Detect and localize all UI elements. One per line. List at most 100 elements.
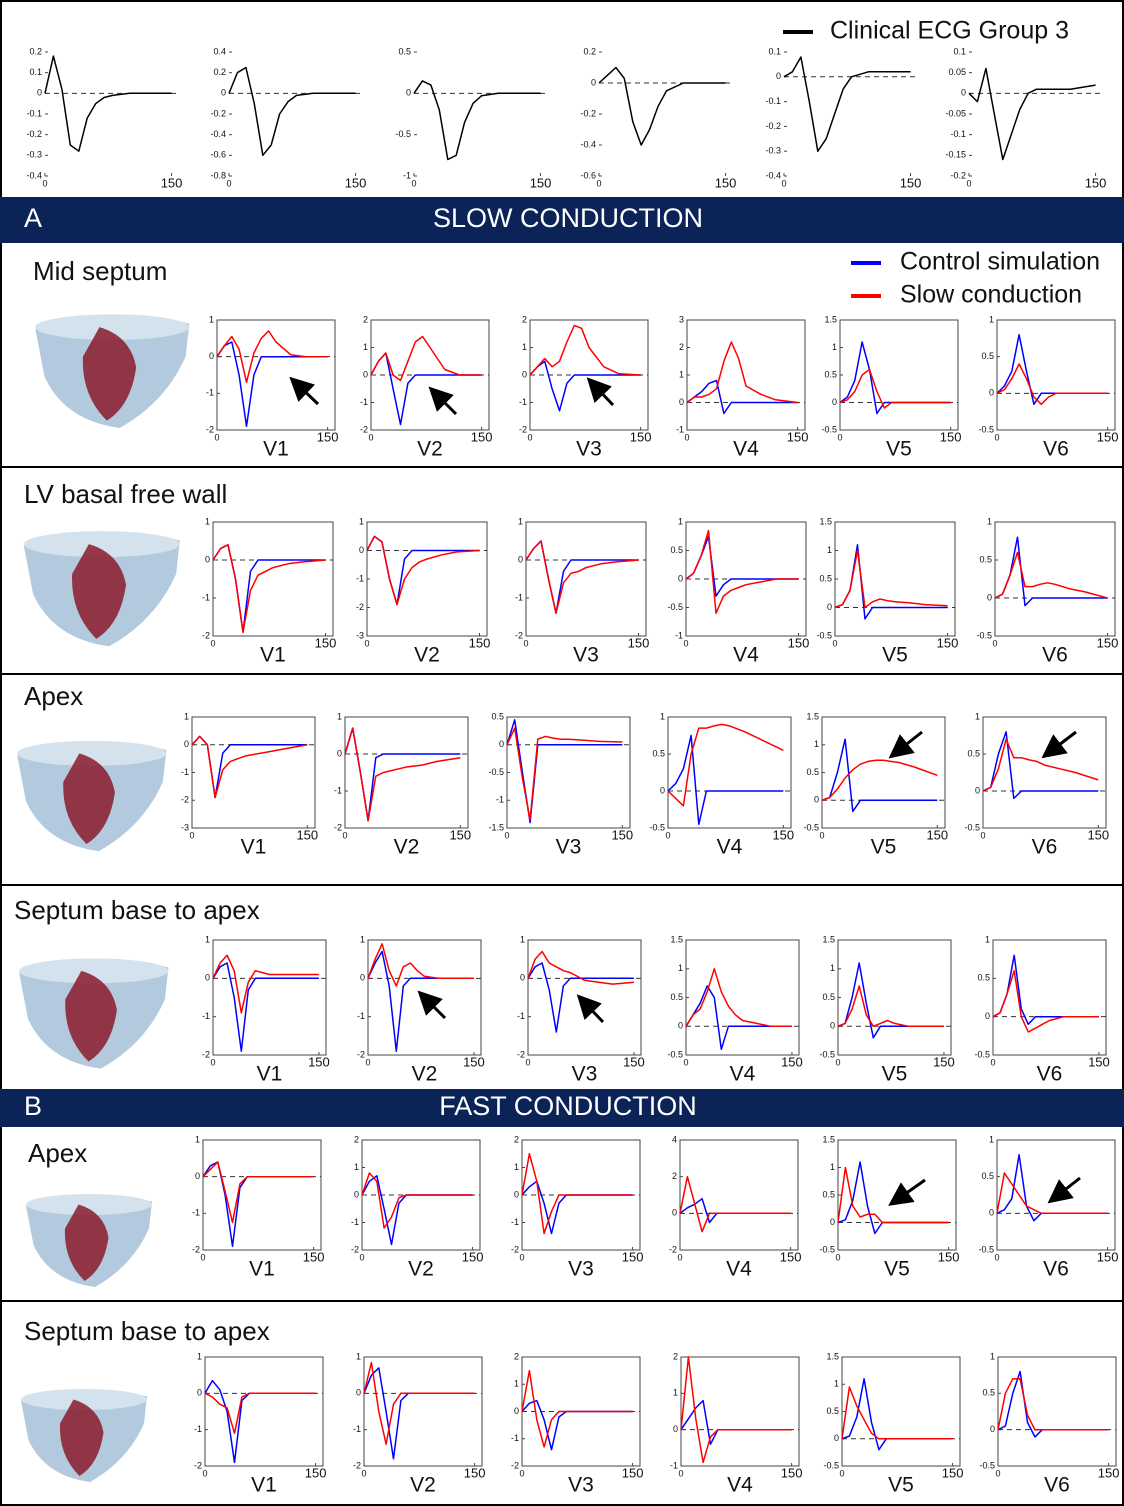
x-tick-label: 0 (992, 638, 997, 648)
y-tick-label: -3 (181, 822, 189, 832)
x-tick-label: 150 (926, 827, 948, 842)
y-tick-label: -1 (192, 1208, 200, 1218)
ecg-trace (686, 379, 798, 415)
y-tick-label: 1 (832, 342, 837, 352)
row-label: Apex (28, 1138, 87, 1168)
y-tick-label: 1 (205, 516, 210, 526)
y-tick-label: -0.5 (819, 1244, 835, 1254)
x-tick-label: 150 (1087, 827, 1109, 842)
y-tick-label: 0 (360, 973, 365, 983)
y-tick-label: 0.5 (670, 545, 683, 555)
y-tick-label: 1 (363, 342, 368, 352)
x-tick-label: 0 (835, 1252, 840, 1262)
y-tick-label: 1.5 (822, 934, 835, 944)
ecg-trace (667, 723, 784, 807)
plot-frame (837, 1139, 957, 1251)
y-tick-label: -1 (515, 592, 523, 602)
ecg-trace (685, 968, 792, 1028)
x-tick-label: 150 (781, 1465, 803, 1480)
plot-frame (680, 1356, 800, 1467)
ecg-trace (996, 1172, 1108, 1215)
y-tick-label: 0 (205, 973, 210, 983)
plot-frame (191, 716, 316, 829)
y-tick-label: 1 (987, 516, 992, 526)
y-tick-label: 1 (205, 934, 210, 944)
y-tick-label: 0 (359, 545, 364, 555)
x-tick-label: 0 (677, 1252, 682, 1262)
y-tick-label: 0.2 (583, 46, 596, 56)
y-tick-label: 1 (985, 934, 990, 944)
x-tick-label: 150 (530, 175, 552, 190)
row-label: Mid septum (33, 256, 167, 286)
y-tick-label: 1 (814, 739, 819, 749)
x-tick-label: 150 (1088, 1054, 1110, 1069)
y-tick-label: -0.5 (978, 424, 994, 434)
x-tick-label: 0 (678, 1468, 683, 1478)
lead-label: V2 (410, 1474, 436, 1497)
y-tick-label: 3 (679, 314, 684, 324)
row-label: LV basal free wall (24, 479, 227, 509)
x-tick-label: 150 (308, 1054, 330, 1069)
ecg-trace (837, 1166, 949, 1224)
ecg-trace (680, 1356, 792, 1464)
y-tick-label: 0.5 (824, 369, 837, 379)
lead-label: V3 (568, 1474, 594, 1497)
x-tick-label: 0 (995, 1468, 1000, 1478)
ecg-trace (837, 985, 944, 1028)
y-tick-label: -0.5 (649, 822, 665, 832)
heart-model (17, 740, 167, 852)
x-tick-label: 150 (630, 429, 652, 444)
y-tick-label: -1 (519, 397, 527, 407)
ecg-trace (370, 352, 482, 426)
ecg-trace (821, 738, 938, 813)
y-tick-label: 0.5 (491, 711, 504, 721)
ecg-trace (506, 727, 623, 821)
y-tick-label: -1 (675, 630, 683, 640)
y-tick-label: 0.1 (953, 46, 966, 56)
x-tick-label: 150 (1085, 175, 1107, 190)
y-tick-label: -2 (669, 1244, 677, 1254)
ecg-trace (344, 727, 461, 822)
x-tick-label: 150 (464, 1465, 486, 1480)
ecg-trace (982, 731, 1099, 800)
y-tick-label: 1 (209, 314, 214, 324)
y-tick-label: 0.5 (806, 767, 819, 777)
y-tick-label: 1 (514, 1162, 519, 1172)
y-tick-label: 1 (660, 711, 665, 721)
y-tick-label: -1 (334, 785, 342, 795)
y-tick-label: -2 (194, 1460, 202, 1470)
y-tick-label: 0.5 (670, 992, 683, 1002)
y-tick-label: -2 (517, 1049, 525, 1059)
arrows (289, 376, 1081, 1206)
y-tick-label: -0.5 (974, 1049, 990, 1059)
ecg-trace (370, 335, 482, 382)
y-tick-label: -2 (192, 1244, 200, 1254)
ecg-trace (363, 1361, 475, 1445)
x-tick-label: 150 (938, 1249, 960, 1264)
ecg-trace (506, 719, 623, 824)
y-tick-label: 2 (522, 314, 527, 324)
lead-label: V5 (886, 438, 912, 461)
y-tick-label: 0 (834, 1433, 839, 1443)
lead-label: V4 (733, 644, 759, 667)
y-tick-label: -3 (356, 630, 364, 640)
lead-label: V5 (884, 1258, 910, 1281)
y-tick-label: -2 (202, 630, 210, 640)
y-tick-label: 0.5 (982, 1388, 995, 1398)
ecg-trace (992, 969, 1099, 1033)
y-tick-label: 1 (834, 1379, 839, 1389)
row-label: Septum base to apex (14, 895, 260, 925)
y-tick-label: 0.1 (768, 46, 781, 56)
y-tick-label: 1 (678, 516, 683, 526)
x-tick-label: 0 (364, 638, 369, 648)
y-tick-label: 1 (678, 963, 683, 973)
ecg-trace (598, 66, 726, 146)
y-tick-label: 0.5 (826, 1406, 839, 1416)
heart-model (26, 1194, 152, 1287)
y-tick-label: 0 (195, 1171, 200, 1181)
y-tick-label: -1 (676, 424, 684, 434)
ecg-trace (685, 985, 792, 1051)
y-tick-label: -1 (360, 397, 368, 407)
x-tick-label: 150 (623, 1054, 645, 1069)
y-tick-label: -1 (356, 573, 364, 583)
